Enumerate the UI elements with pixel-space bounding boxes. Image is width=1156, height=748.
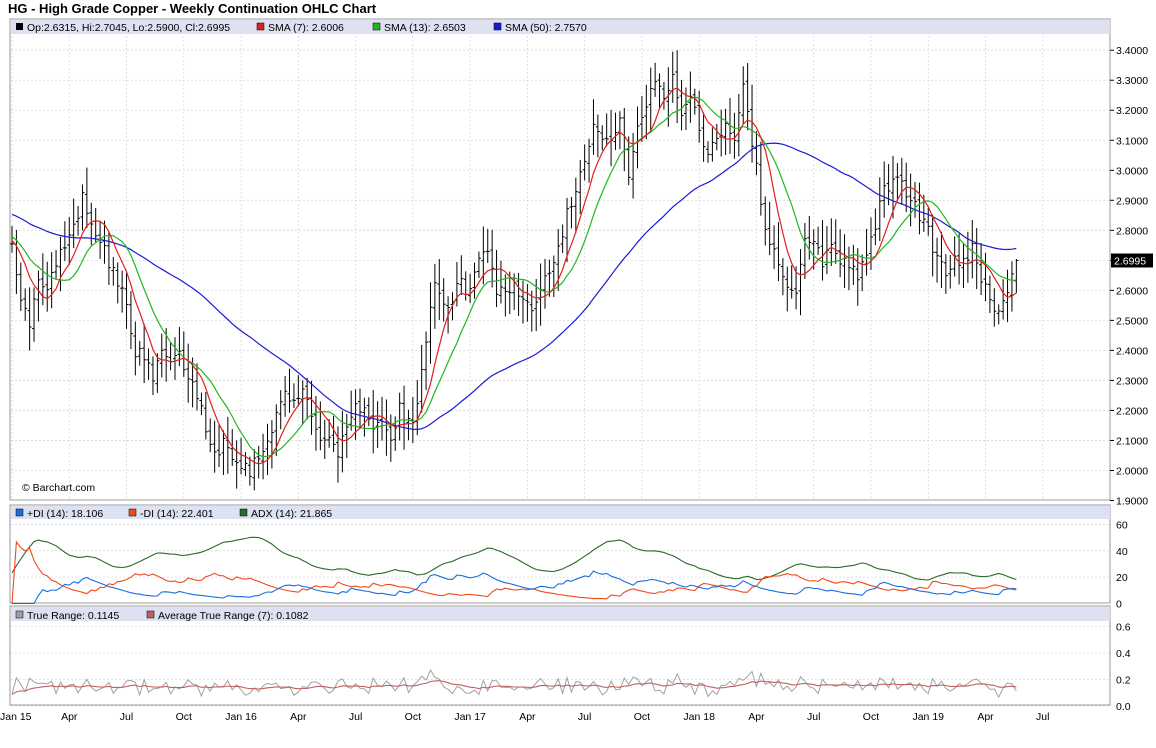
legend-swatch-sma50: [493, 22, 502, 31]
watermark: © Barchart.com: [22, 482, 95, 494]
x-tick-label: Jan 15: [0, 711, 32, 723]
dmi-tick-label: 0: [1116, 599, 1122, 611]
x-tick-label: Jul: [807, 711, 820, 723]
price-tick-label: 2.1000: [1116, 435, 1148, 447]
price-tick-label: 3.2000: [1116, 105, 1148, 117]
tr-tick-label: 0.4: [1116, 648, 1131, 660]
x-tick-label: Apr: [977, 711, 994, 723]
dmi-axis: 0 20 40 60: [1116, 519, 1128, 610]
adx-line: [11, 536, 1017, 581]
x-tick-label: Jan 19: [912, 711, 944, 723]
minus-di-line: [11, 540, 1017, 604]
x-tick-label: Jul: [349, 711, 362, 723]
legend-swatch-atr: [146, 610, 155, 619]
x-tick-label: Jul: [1036, 711, 1049, 723]
price-tick-label: 2.6000: [1116, 285, 1148, 297]
legend-minus-di: -DI (14): 22.401: [140, 508, 214, 520]
price-bars: [10, 50, 1019, 491]
x-tick-label: Oct: [405, 711, 421, 723]
legend-sma50: SMA (50): 2.7570: [505, 22, 587, 34]
legend-adx: ADX (14): 21.865: [251, 508, 332, 520]
tr-panel-frame: [9, 605, 1111, 706]
x-tick-label: Apr: [748, 711, 765, 723]
sma13-line: [11, 96, 1017, 458]
price-tick-label: 1.9000: [1116, 496, 1148, 508]
x-tick-label: Jul: [578, 711, 591, 723]
x-tick-label: Jul: [120, 711, 133, 723]
price-tick-label: 3.4000: [1116, 45, 1148, 57]
price-tick-label: 2.9000: [1116, 195, 1148, 207]
legend-plus-di: +DI (14): 18.106: [27, 508, 103, 520]
price-panel-frame: [9, 18, 1111, 501]
price-tick-label: 2.8000: [1116, 225, 1148, 237]
x-tick-label: Apr: [519, 711, 536, 723]
last-price-box: [1111, 253, 1153, 268]
sma7-line: [11, 87, 1017, 465]
last-price-tag: 2.6995: [1111, 253, 1153, 268]
legend-swatch-adx: [239, 508, 248, 517]
legend-sma7: SMA (7): 2.6006: [268, 22, 344, 34]
tr-grid: [11, 626, 1110, 707]
dmi-tick-label: 60: [1116, 519, 1128, 531]
dmi-grid: [11, 524, 1110, 604]
price-tick-label: 2.5000: [1116, 315, 1148, 327]
chart-title: HG - High Grade Copper - Weekly Continua…: [8, 1, 377, 16]
sma50-line: [11, 142, 1017, 431]
x-tick-label: Apr: [61, 711, 78, 723]
price-tick-label: 2.3000: [1116, 375, 1148, 387]
dmi-tick-label: 40: [1116, 546, 1128, 558]
legend-atr: Average True Range (7): 0.1082: [158, 610, 309, 622]
price-tick-label: 3.3000: [1116, 75, 1148, 87]
x-tick-label: Jan 18: [683, 711, 715, 723]
legend-true-range: True Range: 0.1145: [27, 610, 119, 622]
legend-swatch-minus-di: [128, 508, 137, 517]
x-tick-label: Oct: [634, 711, 650, 723]
legend-swatch-sma7: [256, 22, 265, 31]
x-tick-label: Jan 16: [225, 711, 257, 723]
x-tick-label: Jan 17: [454, 711, 486, 723]
legend-sma13: SMA (13): 2.6503: [384, 22, 466, 34]
x-tick-label: Oct: [863, 711, 879, 723]
legend-swatch-tr: [15, 610, 24, 619]
price-tick-label: 2.4000: [1116, 345, 1148, 357]
tr-tick-label: 0.2: [1116, 675, 1131, 687]
price-tick-label: 2.2000: [1116, 405, 1148, 417]
dmi-legend-bar: [11, 506, 1110, 519]
x-tick-label: Oct: [176, 711, 192, 723]
price-tick-label: 3.0000: [1116, 165, 1148, 177]
price-tick-label: 2.0000: [1116, 465, 1148, 477]
price-tick-label: 3.1000: [1116, 135, 1148, 147]
legend-swatch-sma13: [372, 22, 381, 31]
true-range-line: [11, 669, 1017, 699]
atr-line: [11, 680, 1017, 695]
legend-swatch-plus-di: [15, 508, 24, 517]
price-axis: 1.9000 2.0000 2.1000 2.2000 2.3000 2.4000 2.50…: [1110, 45, 1148, 508]
price-legend-bar: [11, 20, 1110, 34]
plus-di-line: [12, 570, 1017, 605]
tr-tick-label: 0.0: [1116, 701, 1131, 713]
x-tick-label: Apr: [290, 711, 307, 723]
last-price-label: 2.6995: [1114, 255, 1146, 267]
dmi-tick-label: 20: [1116, 572, 1128, 584]
tr-legend-bar: [11, 607, 1110, 621]
legend-swatch-ohlc: [16, 23, 23, 30]
x-axis: Jan 15 Apr Jul Oct Jan 16 Apr Jul Oct Jan 17 Apr J…: [0, 711, 1049, 723]
legend-ohlc: Op:2.6315, Hi:2.7045, Lo:2.5900, Cl:2.69…: [27, 22, 230, 34]
tr-tick-label: 0.6: [1116, 622, 1131, 634]
tr-axis: 0.0 0.2 0.4 0.6: [1116, 622, 1131, 714]
